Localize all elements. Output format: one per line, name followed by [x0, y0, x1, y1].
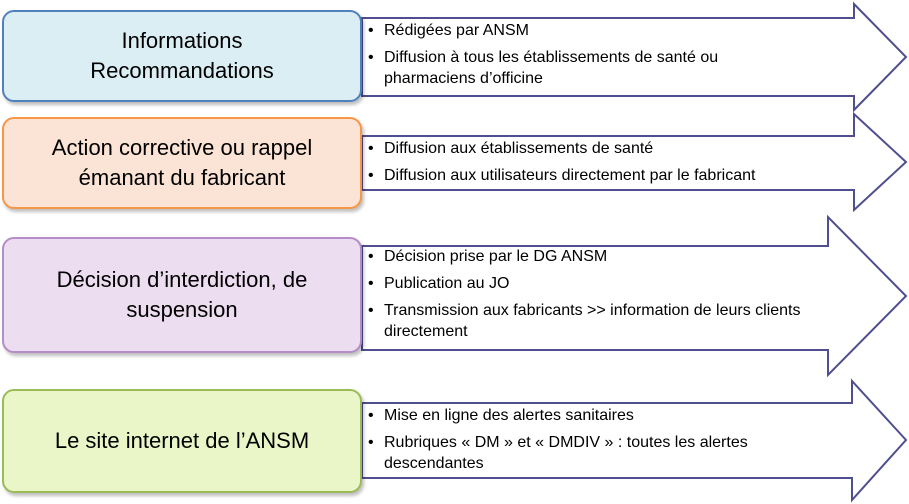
bullet-list-4: Mise en ligne des alertes sanitaires Rub…	[366, 405, 836, 480]
category-box-informations: Informations Recommandations	[2, 10, 362, 102]
bullet-item: Transmission aux fabricants >> informati…	[366, 300, 836, 342]
bullet-list-3: Décision prise par le DG ANSM Publicatio…	[366, 246, 836, 348]
category-label-line: Le site internet de l’ANSM	[54, 428, 310, 453]
category-label-line: Recommandations	[90, 58, 274, 83]
category-label-line: Décision d’interdiction, de	[56, 267, 308, 292]
category-label-line: émanant du fabricant	[78, 165, 286, 190]
bullet-item: Mise en ligne des alertes sanitaires	[366, 405, 836, 426]
bullet-list-2: Diffusion aux établissements de santé Di…	[366, 138, 856, 192]
bullet-item: Décision prise par le DG ANSM	[366, 246, 836, 267]
bullet-item: Diffusion à tous les établissements de s…	[366, 47, 804, 89]
bullet-item: Diffusion aux établissements de santé	[366, 138, 856, 159]
category-box-site-internet: Le site internet de l’ANSM	[2, 389, 362, 493]
category-box-decision: Décision d’interdiction, de suspension	[2, 237, 362, 353]
bullet-item: Diffusion aux utilisateurs directement p…	[366, 165, 856, 186]
bullet-list-1: Rédigées par ANSM Diffusion à tous les é…	[366, 20, 846, 95]
bullet-item: Publication au JO	[366, 273, 836, 294]
category-label-line: Action corrective ou rappel	[51, 135, 313, 160]
bullet-item: Rédigées par ANSM	[366, 20, 846, 41]
category-box-action-corrective: Action corrective ou rappel émanant du f…	[2, 117, 362, 209]
bullet-item: Rubriques « DM » et « DMDIV » : toutes l…	[366, 432, 824, 474]
category-label-line: suspension	[126, 297, 238, 322]
category-label-line: Informations	[121, 28, 243, 53]
